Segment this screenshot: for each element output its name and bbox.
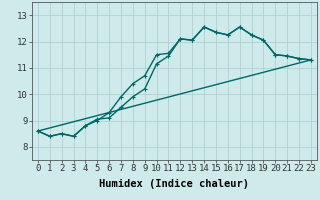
X-axis label: Humidex (Indice chaleur): Humidex (Indice chaleur) [100, 179, 249, 189]
